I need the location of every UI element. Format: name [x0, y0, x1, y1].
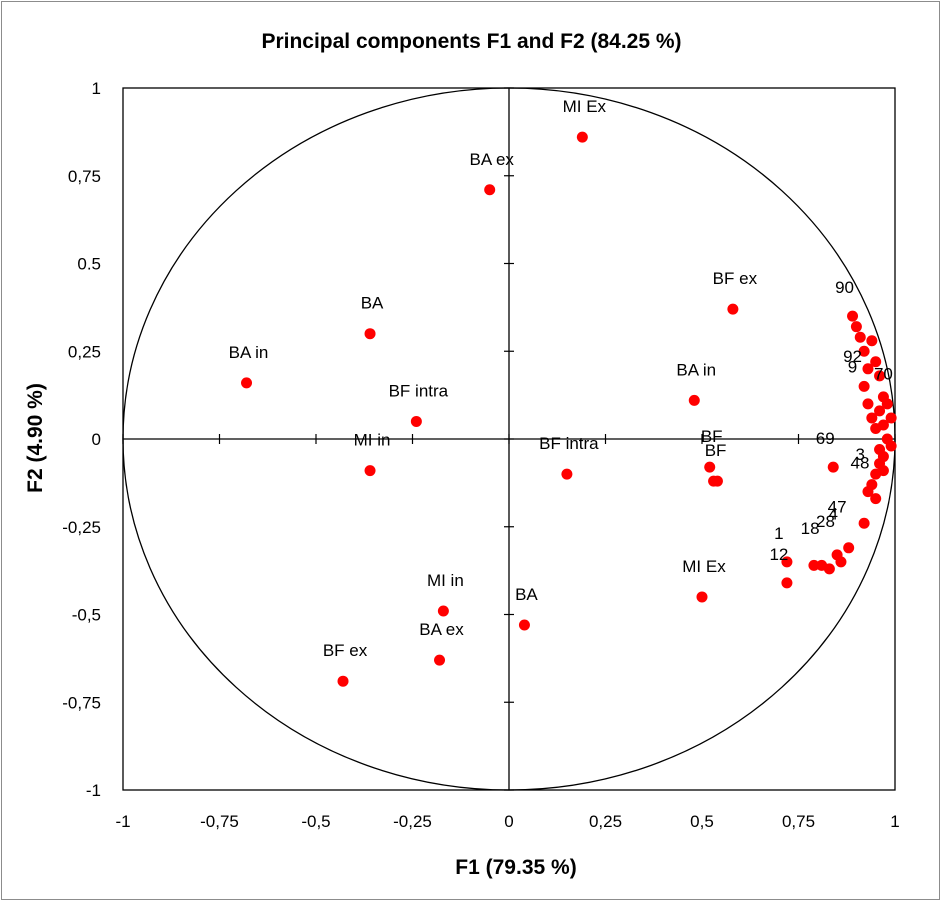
- x-tick-label: -0,75: [200, 812, 239, 831]
- y-tick-label: 1: [92, 79, 101, 98]
- data-label: BA ex: [469, 150, 514, 169]
- y-tick-label: -0,5: [72, 606, 101, 625]
- data-label: 70: [874, 364, 893, 383]
- data-label: 47: [828, 498, 847, 517]
- y-tick-label: -1: [86, 781, 101, 800]
- data-point: [854, 331, 866, 343]
- data-point: [858, 345, 870, 357]
- data-label: MI Ex: [563, 97, 607, 116]
- x-tick-label: -1: [115, 812, 130, 831]
- data-point: [862, 398, 874, 410]
- data-point: [808, 559, 820, 571]
- data-label: 28: [816, 512, 835, 531]
- data-point: [727, 303, 739, 315]
- data-point: [437, 605, 449, 617]
- data-point: [561, 468, 573, 480]
- data-point: [241, 377, 253, 389]
- data-point: [874, 405, 886, 417]
- data-point: [877, 465, 889, 477]
- x-tick-label: -0,5: [301, 812, 330, 831]
- data-point: [874, 444, 886, 456]
- x-tick-label: 0,75: [782, 812, 815, 831]
- data-point: [704, 461, 716, 473]
- x-tick-label: 0,25: [589, 812, 622, 831]
- data-point: [885, 412, 897, 424]
- data-point: [518, 619, 530, 631]
- x-tick-label: 0: [504, 812, 513, 831]
- data-label: BF intra: [389, 381, 449, 400]
- data-point: [835, 556, 847, 568]
- data-point: [816, 559, 828, 571]
- data-point: [862, 363, 874, 375]
- data-point: [781, 556, 793, 568]
- data-point: [576, 131, 588, 143]
- data-point: [688, 394, 700, 406]
- data-point: [881, 398, 893, 410]
- data-label: 90: [835, 278, 854, 297]
- data-point: [337, 675, 349, 687]
- x-axis-label: F1 (79.35 %): [455, 856, 577, 879]
- y-tick-label: 0.5: [77, 255, 101, 274]
- data-point: [410, 415, 422, 427]
- data-label: 3: [856, 445, 865, 464]
- data-point: [708, 475, 720, 487]
- data-point: [847, 310, 859, 322]
- data-point: [870, 493, 882, 505]
- data-point: [364, 328, 376, 340]
- x-tick-label: -0,25: [393, 812, 432, 831]
- y-tick-label: 0,75: [68, 167, 101, 186]
- data-label: 9: [848, 357, 857, 376]
- data-point: [781, 577, 793, 589]
- chart-title: Principal components F1 and F2 (84.25 %): [261, 30, 682, 53]
- data-point: [870, 356, 882, 368]
- x-tick-label: 1: [890, 812, 899, 831]
- data-point: [484, 184, 496, 196]
- data-point: [364, 465, 376, 477]
- data-label: BF intra: [539, 434, 599, 453]
- y-tick-label: 0,25: [68, 342, 101, 361]
- data-label: BA: [515, 585, 538, 604]
- data-label: BA ex: [419, 620, 464, 639]
- data-point: [870, 422, 882, 434]
- data-point: [885, 440, 897, 452]
- data-point: [843, 542, 855, 554]
- data-point: [827, 461, 839, 473]
- data-label: BF ex: [323, 641, 368, 660]
- data-label: BA in: [229, 343, 269, 362]
- data-label: MI Ex: [682, 557, 726, 576]
- data-label: MI in: [354, 431, 391, 450]
- data-point: [434, 654, 446, 666]
- data-label: BA: [361, 294, 384, 313]
- data-point: [866, 412, 878, 424]
- y-tick-label: 0: [92, 430, 101, 449]
- data-label: BF: [705, 441, 727, 460]
- data-label: 92: [843, 347, 862, 366]
- data-label: 18: [801, 519, 820, 538]
- data-label: 12: [769, 545, 788, 564]
- data-point: [696, 591, 708, 603]
- data-point: [858, 517, 870, 529]
- data-point: [866, 335, 878, 347]
- data-label: MI in: [427, 571, 464, 590]
- data-label: BF ex: [713, 269, 758, 288]
- x-tick-label: 0,5: [690, 812, 714, 831]
- data-label: BA in: [676, 360, 716, 379]
- data-point: [850, 321, 862, 333]
- data-label: BF: [701, 427, 723, 446]
- y-tick-label: -0,25: [62, 518, 101, 537]
- data-point: [862, 486, 874, 498]
- data-point: [858, 380, 870, 392]
- data-point: [874, 370, 886, 382]
- y-tick-label: -0,75: [62, 693, 101, 712]
- data-label: 69: [816, 429, 835, 448]
- data-label: 4: [829, 505, 838, 524]
- data-label: 48: [851, 454, 870, 473]
- data-label: 1: [774, 524, 783, 543]
